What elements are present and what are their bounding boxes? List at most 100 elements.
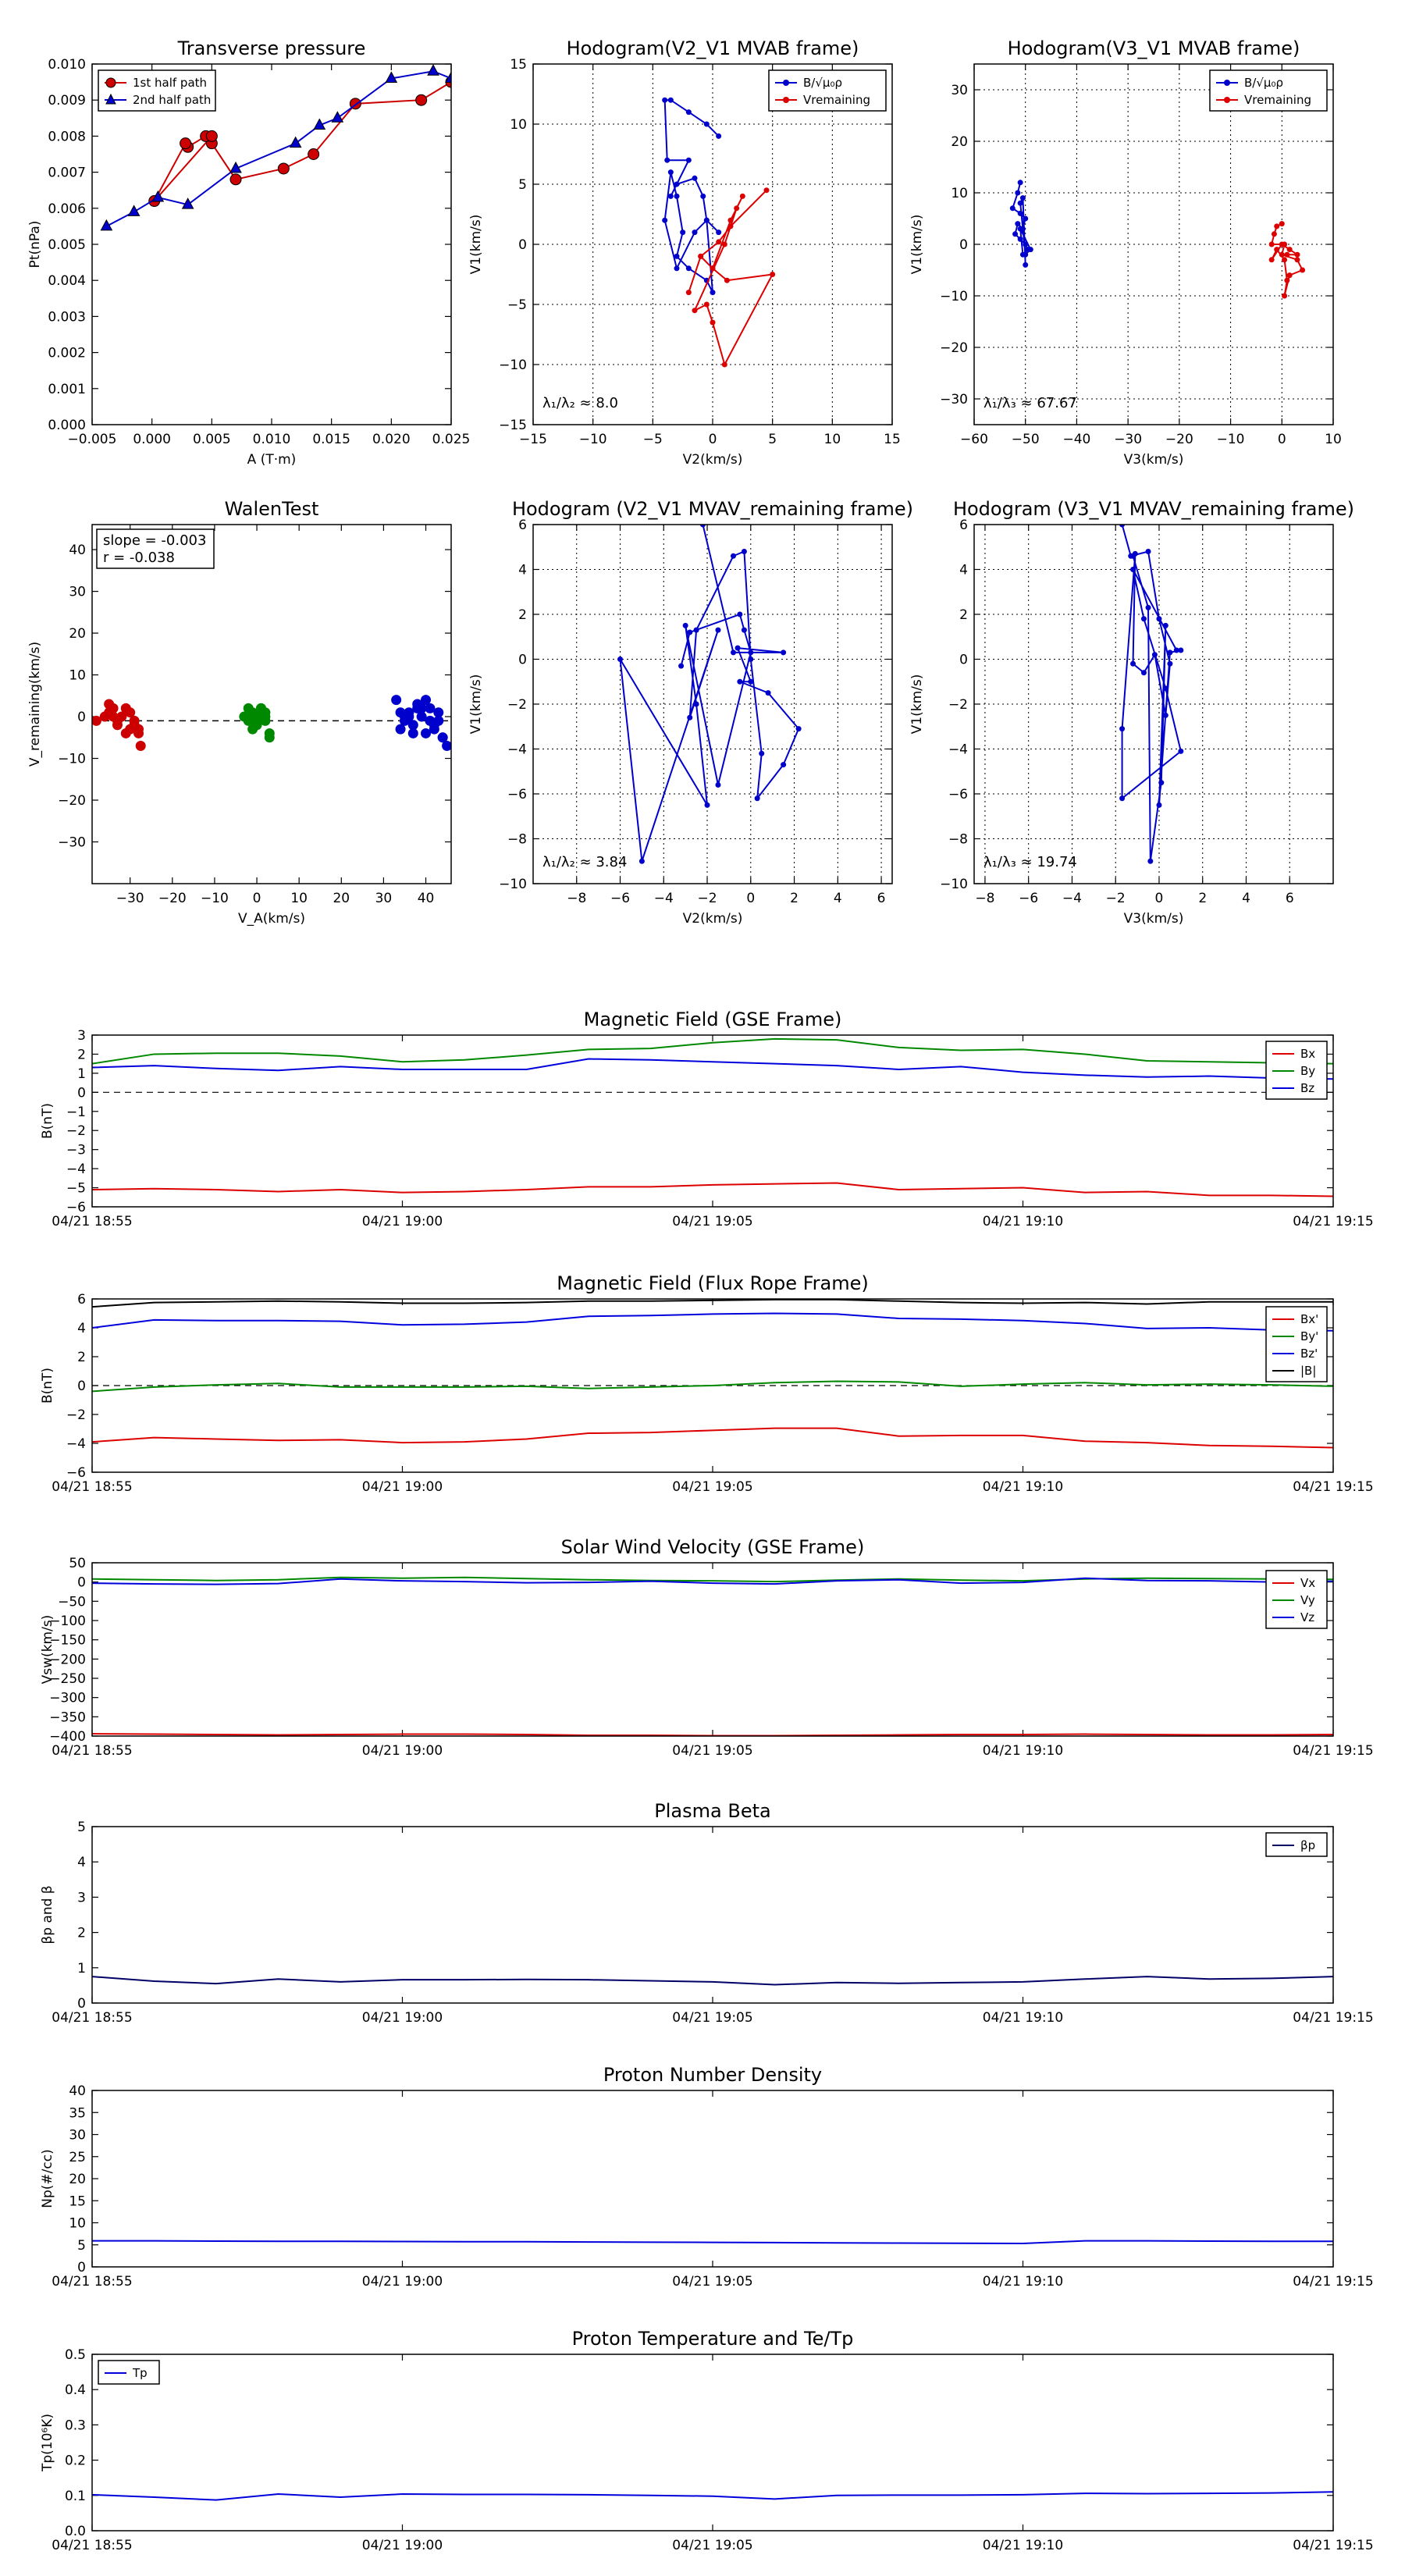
y-axis-label: V1(km/s) bbox=[909, 215, 925, 275]
series-2-line bbox=[92, 1312, 1333, 1332]
legend-box bbox=[768, 69, 887, 112]
series-1-point bbox=[734, 205, 740, 212]
x-tick-label: 4 bbox=[1242, 891, 1250, 906]
y-tick-label: 40 bbox=[69, 543, 86, 558]
series-0-line bbox=[92, 2491, 1333, 2501]
x-tick-label: 4 bbox=[834, 891, 842, 906]
x-tick-label: −8 bbox=[975, 891, 994, 906]
series-1-point bbox=[1300, 267, 1306, 273]
series-1-point bbox=[255, 703, 266, 713]
series-1-point bbox=[739, 193, 745, 199]
series-0-point bbox=[1015, 190, 1021, 196]
chart-panel-10: Proton Number Density 04/21 18:55 04/21 19… bbox=[40, 2064, 1374, 2290]
y-tick-label: 3 bbox=[77, 1028, 86, 1044]
x-tick-label: 0.000 bbox=[133, 432, 171, 447]
series-0-point bbox=[1158, 780, 1165, 786]
x-tick-label: 0.015 bbox=[312, 432, 350, 447]
series-2-point bbox=[395, 724, 406, 735]
x-tick-label: 04/21 19:15 bbox=[1293, 1214, 1373, 1229]
series-0-point bbox=[125, 707, 136, 718]
series-0-point bbox=[682, 622, 688, 628]
y-tick-label: 5 bbox=[518, 177, 527, 193]
y-tick-label: −2 bbox=[507, 697, 527, 713]
x-tick-label: −4 bbox=[1062, 891, 1082, 906]
y-tick-label: 0 bbox=[959, 653, 968, 668]
series-1-line bbox=[688, 189, 774, 367]
y-tick-label: 0.1 bbox=[65, 2489, 86, 2504]
x-tick-label: 0 bbox=[253, 891, 261, 906]
y-tick-label: −4 bbox=[948, 742, 968, 758]
x-tick-label: 04/21 19:00 bbox=[362, 2538, 443, 2553]
y-axis-label: V1(km/s) bbox=[468, 215, 484, 275]
plot-area bbox=[100, 64, 451, 231]
series-1-point bbox=[1284, 277, 1290, 283]
series-0-point bbox=[205, 130, 218, 142]
y-tick-label: 10 bbox=[69, 668, 86, 684]
y-tick-label: 0 bbox=[77, 1379, 86, 1394]
series-1-point bbox=[1274, 223, 1280, 229]
series-1-point bbox=[127, 205, 140, 216]
y-tick-label: −10 bbox=[58, 752, 86, 767]
axes-frame bbox=[91, 2090, 1334, 2268]
x-tick-label: −20 bbox=[1165, 432, 1193, 447]
y-tick-label: 4 bbox=[77, 1321, 86, 1336]
x-tick-label: 10 bbox=[824, 432, 841, 447]
series-0-point bbox=[692, 229, 698, 236]
series-1-point bbox=[1294, 251, 1300, 258]
y-tick-label: 4 bbox=[518, 563, 527, 578]
y-tick-label: 2 bbox=[77, 1926, 86, 1941]
x-tick-label: 0 bbox=[1155, 891, 1164, 906]
y-tick-label: −50 bbox=[58, 1594, 86, 1610]
legend-marker bbox=[1224, 80, 1230, 86]
series-3-line bbox=[92, 1299, 1333, 1308]
series-0-line bbox=[153, 81, 451, 202]
x-tick-label: 04/21 19:10 bbox=[983, 1214, 1063, 1229]
y-axis-label: Tp(10⁶K) bbox=[40, 2414, 55, 2472]
y-tick-label: 0.001 bbox=[48, 382, 86, 397]
x-tick-label: 2 bbox=[790, 891, 799, 906]
series-0-point bbox=[1130, 553, 1136, 559]
y-tick-label: 2 bbox=[959, 607, 968, 623]
y-tick-label: −200 bbox=[49, 1652, 86, 1667]
x-axis-label: V2(km/s) bbox=[683, 452, 743, 468]
legend-label: βp bbox=[1300, 1838, 1315, 1852]
series-0-line bbox=[619, 525, 800, 862]
x-tick-label: 04/21 19:00 bbox=[362, 2010, 443, 2026]
series-1-point bbox=[724, 277, 730, 283]
series-0-point bbox=[741, 549, 747, 554]
y-tick-label: −4 bbox=[66, 1162, 86, 1177]
x-axis-label: V3(km/s) bbox=[1124, 452, 1184, 468]
y-tick-label: 2 bbox=[77, 1047, 86, 1062]
x-tick-label: 04/21 18:55 bbox=[52, 1214, 132, 1229]
y-tick-label: 0 bbox=[518, 237, 527, 253]
y-tick-label: 30 bbox=[69, 585, 86, 600]
x-tick-label: 04/21 19:10 bbox=[983, 1743, 1063, 1759]
y-tick-label: −10 bbox=[940, 289, 968, 304]
series-0-point bbox=[308, 148, 320, 160]
series-2-line bbox=[92, 1577, 1333, 1585]
x-tick-label: 04/21 19:15 bbox=[1293, 2010, 1373, 2026]
y-axis-label: B(nT) bbox=[40, 1103, 55, 1139]
x-tick-label: 04/21 18:55 bbox=[52, 2274, 132, 2290]
series-0-point bbox=[1012, 231, 1019, 237]
series-1-point bbox=[264, 732, 275, 743]
series-0-point bbox=[692, 175, 698, 181]
series-0-point bbox=[1162, 685, 1168, 692]
annotation-text: λ₁/λ₃ ≈ 67.67 bbox=[984, 395, 1077, 411]
x-tick-label: −50 bbox=[1012, 432, 1040, 447]
chart-title: Transverse pressure bbox=[177, 37, 366, 59]
y-tick-label: −6 bbox=[66, 1200, 86, 1215]
y-tick-label: 0 bbox=[518, 653, 527, 668]
chart-title: Hodogram (V3_V1 MVAV_remaining frame) bbox=[953, 498, 1354, 520]
legend-label: By' bbox=[1300, 1329, 1318, 1343]
plot-area bbox=[92, 2491, 1333, 2501]
series-0-point bbox=[693, 701, 699, 707]
y-tick-label: 2 bbox=[77, 1350, 86, 1365]
y-axis-label: Pt(nPa) bbox=[27, 221, 43, 269]
series-0-point bbox=[674, 181, 680, 187]
series-0-point bbox=[638, 858, 645, 864]
y-tick-label: 0.006 bbox=[48, 201, 86, 217]
y-tick-label: 0.004 bbox=[48, 273, 86, 289]
x-tick-label: 04/21 19:00 bbox=[362, 1214, 443, 1229]
series-1-point bbox=[1268, 257, 1275, 263]
